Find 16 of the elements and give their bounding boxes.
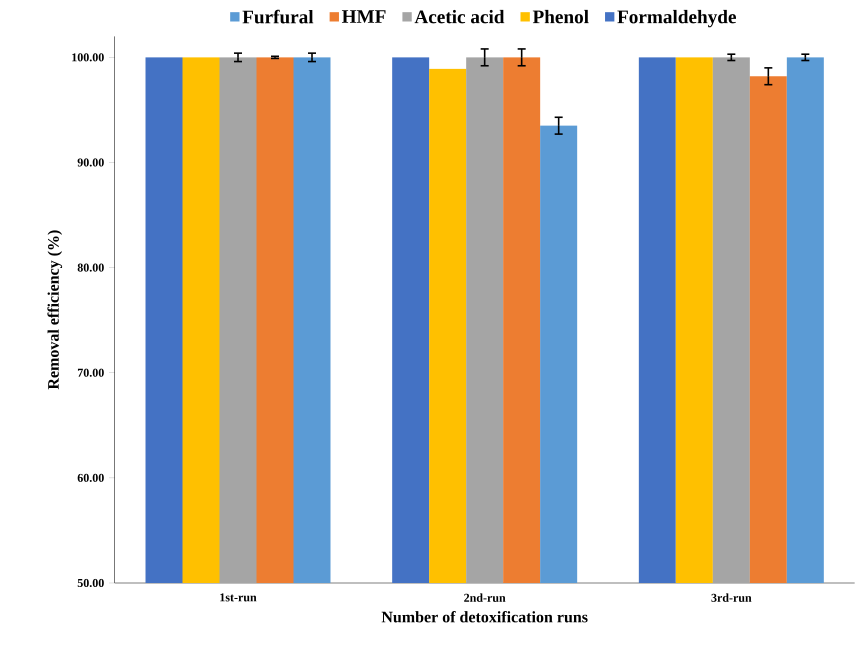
x-axis-title: Number of detoxification runs bbox=[382, 611, 588, 622]
x-tick-label: 2nd-run bbox=[464, 593, 506, 602]
legend-label: Formaldehyde bbox=[617, 10, 736, 28]
y-tick-label: 60.00 bbox=[78, 474, 104, 482]
y-axis-title: Removal efficiency (%) bbox=[47, 230, 62, 390]
y-tick-label: 100.00 bbox=[72, 53, 104, 62]
x-tick-label: 1st-run bbox=[220, 593, 256, 602]
y-tick-label: 50.00 bbox=[78, 578, 104, 588]
y-tick-label: 80.00 bbox=[78, 264, 104, 272]
x-tick-label: 3rd-run bbox=[711, 593, 752, 602]
y-tick-label: 70.00 bbox=[78, 368, 104, 377]
y-tick-label: 90.00 bbox=[78, 158, 104, 167]
legend-label: Phenol bbox=[532, 10, 589, 24]
legend-label: Acetic acid bbox=[414, 10, 504, 24]
legend-label: HMF bbox=[342, 10, 386, 23]
legend-label: Furfural bbox=[242, 10, 314, 24]
